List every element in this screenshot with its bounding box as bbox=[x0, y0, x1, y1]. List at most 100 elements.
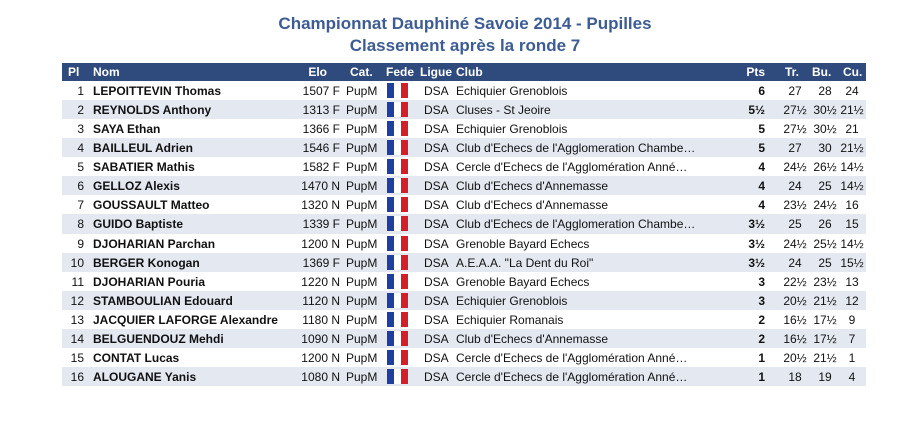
cell: DJOHARIAN Parchan bbox=[93, 236, 216, 251]
cell: 5 bbox=[77, 160, 84, 175]
table-row: 15 CONTAT Lucas 1200 N PupM DSA Cercle d'Eche… bbox=[62, 348, 866, 367]
table-row: 16 ALOUGANE Yanis 1080 N PupM DSA Cercle d'Ec… bbox=[62, 367, 866, 387]
flag-icon bbox=[387, 292, 408, 308]
cell: 1339 F bbox=[302, 217, 340, 232]
column-header: Fede bbox=[386, 65, 415, 79]
column-header: Tr. bbox=[785, 65, 800, 79]
cell: DSA bbox=[424, 312, 449, 327]
flag-icon bbox=[387, 159, 408, 175]
column-header: Cat. bbox=[350, 65, 373, 79]
cell: 2 bbox=[758, 331, 765, 346]
cell: 27 bbox=[788, 84, 802, 98]
table-row: 6 GELLOZ Alexis 1470 N PupM DSA Club d'Echecs… bbox=[62, 176, 866, 196]
cell: 1369 F bbox=[302, 255, 340, 270]
cell: Echiquier Grenoblois bbox=[456, 84, 568, 98]
cell: 6 bbox=[77, 179, 84, 194]
cell: 13 bbox=[70, 312, 84, 327]
flag-icon bbox=[387, 121, 408, 137]
flag-icon bbox=[387, 273, 408, 289]
cell: 18 bbox=[788, 370, 802, 385]
column-header: Pts bbox=[746, 65, 765, 79]
cell: 4 bbox=[758, 160, 765, 175]
cell: 4 bbox=[848, 370, 856, 385]
cell: 21½ bbox=[840, 141, 864, 156]
cell: JACQUIER LAFORGE Alexandre bbox=[93, 312, 278, 327]
column-header: Elo bbox=[308, 65, 327, 79]
table-row: 3 SAYA Ethan 1366 F PupM DSA Echiquier Grenob… bbox=[62, 119, 866, 138]
cell: DSA bbox=[424, 217, 449, 232]
cell: DSA bbox=[424, 179, 449, 194]
table-row: 1 LEPOITTEVIN Thomas 1507 F PupM DSA Echiquie… bbox=[62, 81, 866, 100]
cell: 1 bbox=[758, 370, 765, 385]
table-row: 7 GOUSSAULT Matteo 1320 N PupM DSA Club d'Ech… bbox=[62, 195, 866, 214]
cell: PupM bbox=[346, 370, 378, 385]
cell: 19 bbox=[818, 370, 832, 385]
cell: PupM bbox=[346, 331, 378, 346]
table-row: 9 DJOHARIAN Parchan 1200 N PupM DSA Grenoble … bbox=[62, 234, 866, 253]
column-header: Nom bbox=[93, 65, 120, 79]
table-row: 13 JACQUIER LAFORGE Alexandre 1180 N PupM DS… bbox=[62, 310, 866, 329]
cell: 1320 N bbox=[301, 198, 340, 213]
cell: 3 bbox=[758, 274, 765, 289]
cell: 1313 F bbox=[302, 103, 340, 118]
table-row: 8 GUIDO Baptiste 1339 F PupM DSA Club d'Echec… bbox=[62, 214, 866, 234]
cell: 1120 N bbox=[302, 293, 340, 308]
cell: 5 bbox=[758, 122, 765, 137]
cell: 14½ bbox=[840, 179, 864, 194]
cell: 14½ bbox=[840, 160, 864, 175]
cell: 2 bbox=[758, 312, 765, 327]
cell: Club d'Echecs de l'Agglomeration Chambe… bbox=[456, 217, 696, 232]
cell: 1180 N bbox=[302, 312, 340, 327]
cell: 1 bbox=[77, 84, 84, 98]
cell: 16 bbox=[70, 370, 84, 385]
cell: 20½ bbox=[783, 350, 807, 365]
table-row: 5 SABATIER Mathis 1582 F PupM DSA Cercle d'Ec… bbox=[62, 157, 866, 176]
header-row: Pl Nom Elo Cat. Fede Ligue Club Pts Tr. Bu. Cu. bbox=[62, 63, 866, 81]
flag-icon bbox=[387, 197, 408, 213]
cell: 1546 F bbox=[302, 141, 340, 156]
cell: DSA bbox=[424, 350, 449, 365]
cell: 27½ bbox=[783, 122, 807, 137]
cell: BAILLEUL Adrien bbox=[93, 141, 194, 156]
cell: 3½ bbox=[748, 255, 765, 270]
table-row: 2 REYNOLDS Anthony 1313 F PupM DSA Cluses - S… bbox=[62, 100, 866, 120]
cell: Cercle d'Echecs de l'Agglomération Anné… bbox=[456, 160, 688, 175]
cell: Cercle d'Echecs de l'Agglomération Anné… bbox=[456, 370, 688, 385]
cell: DSA bbox=[424, 84, 449, 98]
cell: DSA bbox=[424, 274, 449, 289]
cell: Club d'Echecs d'Annemasse bbox=[456, 198, 608, 213]
cell: 24 bbox=[788, 179, 802, 194]
cell: DSA bbox=[424, 331, 449, 346]
table-row: 4 BAILLEUL Adrien 1546 F PupM DSA Club d'Eche… bbox=[62, 138, 866, 158]
cell: 23½ bbox=[783, 198, 807, 213]
cell: 28 bbox=[818, 84, 832, 98]
cell: 30 bbox=[818, 141, 832, 156]
cell: 16½ bbox=[783, 312, 807, 327]
flag-icon bbox=[387, 330, 408, 346]
cell: Club d'Echecs d'Annemasse bbox=[456, 179, 608, 194]
cell: 7 bbox=[77, 198, 84, 213]
cell: 23½ bbox=[813, 274, 837, 289]
cell: PupM bbox=[346, 160, 378, 175]
cell: 25 bbox=[818, 179, 832, 194]
cell: BERGER Konogan bbox=[93, 255, 200, 270]
cell: 16 bbox=[845, 198, 859, 213]
cell: 15½ bbox=[840, 255, 864, 270]
cell: 8 bbox=[77, 217, 84, 232]
cell: 1507 F bbox=[302, 84, 340, 98]
flag-icon bbox=[387, 349, 408, 365]
title: Championnat Dauphiné Savoie 2014 - Pupil… bbox=[278, 14, 652, 33]
cell: 13 bbox=[845, 274, 859, 289]
cell: 15 bbox=[845, 217, 859, 232]
column-header: Club bbox=[456, 65, 483, 79]
cell: Cluses - St Jeoire bbox=[456, 103, 551, 118]
table-row: 14 BELGUENDOUZ Mehdi 1090 N PupM DSA Club d'E… bbox=[62, 328, 866, 348]
cell: 17½ bbox=[813, 331, 837, 346]
column-header: Bu. bbox=[812, 65, 832, 79]
cell: 7 bbox=[848, 331, 856, 346]
cell: 24½ bbox=[783, 160, 807, 175]
cell: 1 bbox=[758, 350, 765, 365]
cell: PupM bbox=[346, 103, 378, 118]
table-row: 11 DJOHARIAN Pouria 1220 N PupM DSA Grenoble … bbox=[62, 272, 866, 291]
